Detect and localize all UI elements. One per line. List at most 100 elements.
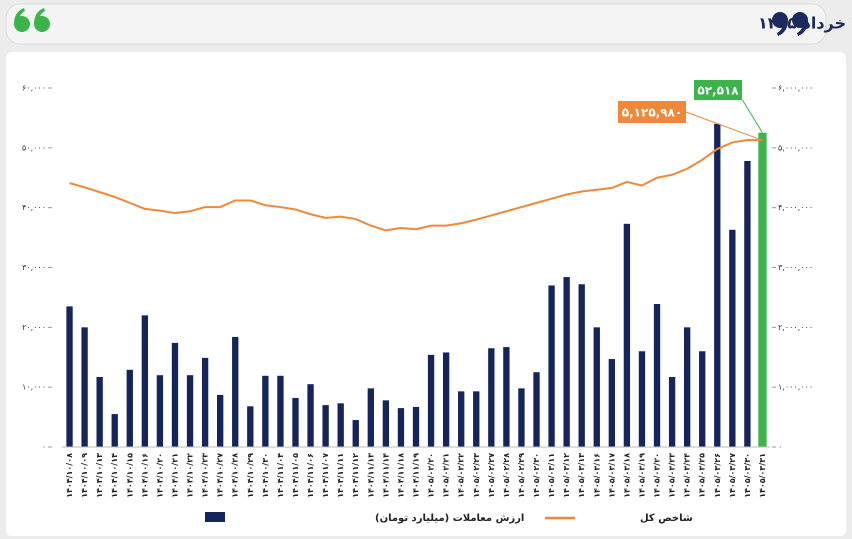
x-tick-label: ۱۴۰۵/۰۲/۲۱ (442, 453, 451, 498)
x-tick-label: ۱۴۰۴/۱۱/۱۱ (336, 453, 345, 498)
bar (488, 348, 495, 447)
y-tick-label: ۴۰,۰۰۰ (22, 203, 46, 212)
y-tick-label: ۵۰,۰۰۰ (22, 143, 46, 152)
bar (503, 347, 510, 447)
x-tick-label: ۱۴۰۵/۰۲/۲۰ (427, 453, 436, 498)
bar (111, 414, 118, 447)
bar (427, 354, 435, 447)
bar (729, 229, 736, 447)
x-tick-label: ۱۴۰۴/۱۱/۰۷ (321, 453, 330, 498)
bar (367, 388, 374, 447)
y2-tick-label: ۵,۰۰۰,۰۰۰ (778, 143, 813, 152)
bar (186, 375, 194, 447)
callout-line (685, 111, 763, 141)
bar (277, 375, 284, 447)
bar (201, 357, 209, 447)
index-line (69, 139, 763, 232)
bar (96, 376, 103, 447)
y-tick-label: ۳۰,۰۰۰ (22, 263, 46, 272)
x-tick-label: ۱۴۰۵/۰۳/۳۱ (758, 453, 767, 498)
bar (473, 391, 480, 447)
bar (593, 327, 600, 447)
bar (458, 391, 465, 447)
x-tick-label: ۱۴۰۴/۱۰/۱۳ (95, 453, 104, 498)
data-label: ۵,۱۲۵,۹۸۰ (622, 106, 682, 120)
x-tick-label: ۱۴۰۴/۱۰/۰۸ (65, 453, 74, 498)
bar (563, 277, 570, 447)
bar (442, 352, 450, 447)
bar (653, 303, 661, 447)
plot-panel (6, 52, 846, 536)
x-tick-label: ۱۴۰۴/۱۱/۱۳ (366, 453, 375, 498)
bar (126, 369, 133, 447)
x-tick-label: ۱۴۰۵/۰۳/۲۰ (653, 453, 662, 498)
y-tick-label: ۲۰,۰۰۰ (22, 323, 46, 332)
bar (638, 351, 646, 447)
bar (518, 388, 525, 447)
x-tick-label: ۱۴۰۴/۱۰/۲۰ (155, 453, 164, 498)
bar (81, 327, 88, 447)
label-box (618, 101, 686, 123)
x-tick-label: ۱۴۰۵/۰۳/۱۹ (637, 453, 646, 498)
bar (337, 403, 344, 447)
bar (307, 384, 314, 447)
y-tick-label: ۰ (42, 443, 46, 452)
bar (683, 327, 691, 447)
y2-tick-label: ۳,۰۰۰,۰۰۰ (778, 263, 813, 272)
x-tick-label: ۱۴۰۴/۱۰/۲۲ (186, 453, 195, 498)
bar (382, 400, 390, 447)
x-tick-label: ۱۴۰۵/۰۳/۱۶ (592, 453, 601, 498)
bar (608, 359, 615, 447)
x-tick-label: ۱۴۰۵/۰۳/۲۶ (713, 453, 722, 498)
x-tick-label: ۱۴۰۴/۱۰/۲۸ (231, 453, 240, 498)
x-tick-label: ۱۴۰۵/۰۳/۲۴ (683, 453, 692, 498)
bar (578, 284, 585, 447)
bar (548, 285, 555, 447)
x-tick-label: ۱۴۰۴/۱۰/۲۱ (170, 453, 179, 498)
quote-right (772, 12, 808, 36)
x-tick-label: ۱۴۰۴/۱۰/۲۳ (201, 453, 210, 498)
x-tick-label: ۱۴۰۴/۱۱/۱۸ (396, 453, 405, 498)
x-tick-label: ۱۴۰۴/۱۰/۲۷ (216, 453, 225, 498)
y2-tick-label: ۱,۰۰۰,۰۰۰ (778, 383, 813, 392)
x-tick-label: ۱۴۰۵/۰۳/۳۰ (743, 453, 752, 498)
x-tick-label: ۱۴۰۴/۱۱/۰۴ (276, 453, 285, 498)
bar (262, 375, 269, 447)
y-tick-label: ۱۰,۰۰۰ (22, 383, 46, 392)
x-tick-label: ۱۴۰۴/۱۰/۳۰ (261, 453, 270, 498)
x-tick-label: ۱۴۰۴/۱۱/۱۲ (351, 453, 360, 498)
x-tick-label: ۱۴۰۴/۱۱/۱۴ (381, 453, 390, 498)
callout-line (742, 99, 763, 134)
y-tick-label: ۶۰,۰۰۰ (22, 84, 46, 93)
bar (714, 123, 721, 448)
bar (232, 336, 239, 447)
x-tick-label: ۱۴۰۵/۰۳/۲۳ (668, 453, 677, 498)
legend-label: ارزش معاملات (میلیارد تومان) (375, 513, 524, 524)
bar (322, 405, 329, 447)
x-tick-label: ۱۴۰۵/۰۲/۳۰ (532, 453, 541, 498)
bar (171, 342, 179, 447)
x-tick-label: ۱۴۰۵/۰۲/۲۷ (487, 453, 496, 498)
x-tick-label: ۱۴۰۵/۰۳/۱۷ (607, 453, 616, 498)
bar (352, 420, 359, 447)
bar (66, 306, 73, 447)
x-tick-label: ۱۴۰۴/۱۰/۱۵ (125, 453, 134, 498)
x-tick-label: ۱۴۰۴/۱۱/۰۵ (291, 453, 300, 498)
x-tick-label: ۱۴۰۵/۰۲/۲۸ (502, 453, 511, 498)
x-tick-label: ۱۴۰۴/۱۰/۲۹ (246, 453, 255, 498)
legend-swatch (205, 512, 225, 522)
data-label: ۵۲,۵۱۸ (697, 84, 739, 98)
bar (758, 132, 767, 447)
x-tick-label: ۱۴۰۴/۱۰/۱۶ (140, 453, 149, 498)
x-tick-label: ۱۴۰۵/۰۳/۱۱ (547, 453, 556, 498)
legend-label: شاخص کل (640, 513, 693, 524)
x-tick-label: ۱۴۰۴/۱۱/۱۹ (412, 453, 421, 498)
label-box (694, 80, 742, 100)
bar (412, 406, 420, 447)
bar (533, 372, 540, 447)
quote-left (14, 8, 50, 32)
bar (744, 160, 751, 447)
bar (141, 315, 149, 447)
x-tick-label: ۱۴۰۵/۰۳/۲۷ (728, 453, 737, 498)
x-tick-label: ۱۴۰۵/۰۳/۲۵ (698, 453, 707, 498)
